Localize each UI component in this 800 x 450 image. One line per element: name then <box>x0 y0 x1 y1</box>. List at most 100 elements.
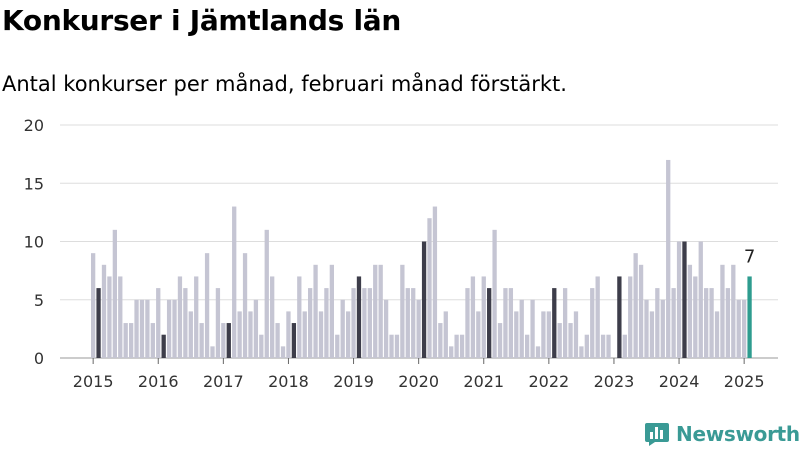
bar <box>329 264 334 358</box>
bar <box>123 323 128 358</box>
bar <box>199 323 204 358</box>
bar <box>687 264 693 358</box>
bar <box>351 288 356 358</box>
bar <box>525 334 530 358</box>
x-tick-label: 2025 <box>724 372 765 391</box>
bar <box>313 264 318 358</box>
bar <box>508 288 514 358</box>
bar <box>421 241 427 358</box>
bar <box>644 299 649 358</box>
x-tick-label: 2024 <box>659 372 700 391</box>
bar <box>345 311 351 358</box>
bar <box>416 299 421 358</box>
bar-chart: 0 5 10 15 20 2015 2016 2017 2018 2019 2020 2021 202… <box>24 116 778 391</box>
bar <box>286 311 291 358</box>
bar <box>156 288 161 358</box>
bar <box>693 276 698 358</box>
x-tick-label: 2022 <box>528 372 569 391</box>
bar <box>324 288 329 358</box>
bar <box>427 218 432 358</box>
bar <box>383 299 389 358</box>
bar <box>530 299 535 358</box>
bar <box>210 346 215 358</box>
bar <box>562 288 568 358</box>
bar <box>454 334 459 358</box>
bar <box>438 323 443 358</box>
bar <box>161 334 166 358</box>
bar <box>335 334 340 358</box>
bar <box>96 288 101 358</box>
bar <box>302 311 307 358</box>
bar <box>497 323 503 358</box>
bar <box>698 241 703 358</box>
bar <box>514 311 519 358</box>
bars <box>91 159 752 358</box>
bar <box>340 299 345 358</box>
y-axis: 0 5 10 15 20 <box>24 116 44 368</box>
bar <box>128 323 134 358</box>
bar <box>389 334 394 358</box>
bar <box>411 288 416 358</box>
bar <box>264 229 269 358</box>
bar <box>248 311 253 358</box>
bar <box>183 288 188 358</box>
x-tick-label: 2021 <box>463 372 504 391</box>
bar <box>405 288 410 358</box>
bar <box>470 276 476 358</box>
bar <box>166 299 172 358</box>
bar <box>91 253 96 358</box>
bar <box>378 264 383 358</box>
bar <box>742 299 747 358</box>
bar <box>704 288 709 358</box>
bar <box>356 276 362 358</box>
bar <box>600 334 606 358</box>
bar <box>638 264 644 358</box>
chart-bars-icon <box>645 423 669 446</box>
bar <box>373 264 378 358</box>
bar <box>459 334 465 358</box>
bar <box>541 311 546 358</box>
bar <box>573 311 579 358</box>
bar <box>655 288 660 358</box>
bar <box>487 288 492 358</box>
bar <box>628 276 633 358</box>
bar <box>720 264 725 358</box>
x-tick-label: 2018 <box>268 372 309 391</box>
bar <box>736 299 741 358</box>
bar <box>666 159 671 358</box>
bar <box>519 299 524 358</box>
bar <box>400 264 405 358</box>
bar <box>188 311 193 358</box>
bar <box>118 276 123 358</box>
bar <box>617 276 622 358</box>
bar <box>660 299 665 358</box>
bar <box>590 288 595 358</box>
y-tick-label: 10 <box>24 233 44 252</box>
bar <box>622 334 627 358</box>
chart-title: Konkurser i Jämtlands län <box>2 4 401 37</box>
bar <box>215 288 221 358</box>
bar <box>194 276 199 358</box>
bar <box>297 276 302 358</box>
bar <box>275 323 280 358</box>
bar <box>177 276 183 358</box>
bar <box>172 299 177 358</box>
bar <box>579 346 584 358</box>
bar <box>291 323 297 358</box>
bar <box>449 346 454 358</box>
bar <box>242 253 248 358</box>
bar <box>443 311 448 358</box>
bar <box>221 323 226 358</box>
bar <box>682 241 687 358</box>
bar <box>139 299 145 358</box>
bar <box>107 276 112 358</box>
bar <box>731 264 736 358</box>
x-tick-label: 2020 <box>398 372 439 391</box>
latest-value-label: 7 <box>744 246 755 267</box>
bar <box>308 288 313 358</box>
bar <box>476 311 481 358</box>
bar <box>270 276 275 358</box>
data-labels: 7 <box>744 246 755 267</box>
bar <box>362 288 367 358</box>
newsworthy-logo[interactable]: Newsworthy <box>644 420 800 448</box>
